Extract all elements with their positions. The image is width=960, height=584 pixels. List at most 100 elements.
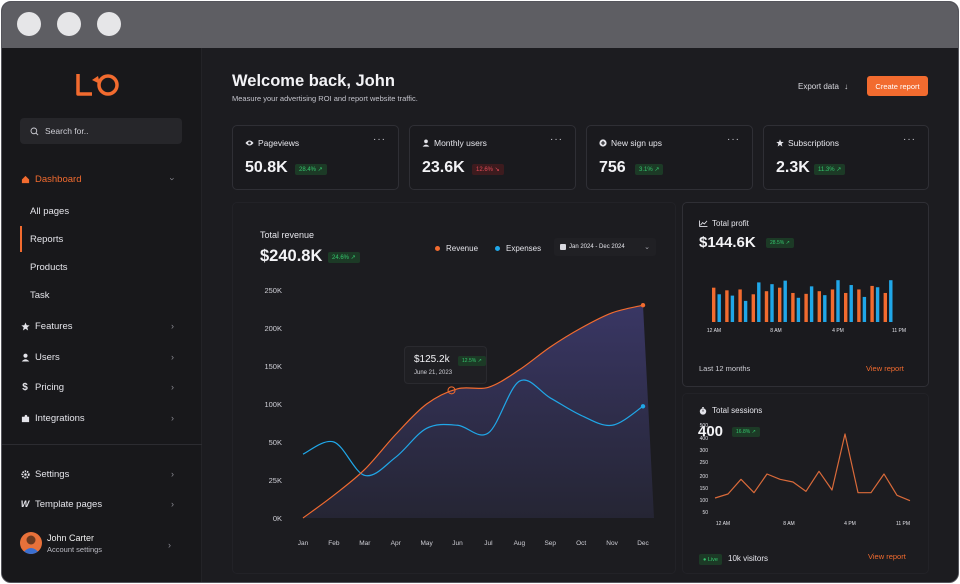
revenue-badge: 24.6% ↗ [328,252,360,263]
sidebar-item-settings[interactable]: Settings › [20,465,182,483]
revenue-value: $240.8K [260,247,323,265]
y-axis-tick-label: 250K [264,286,282,295]
date-range-label: Jan 2024 - Dec 2024 [569,244,625,250]
visitors-count: 10k visitors [728,554,769,563]
profit-bar-blue [809,286,814,322]
profit-bar-blue [862,296,867,322]
stat-label: Subscriptions [788,138,840,148]
x-axis-tick-label: May [420,540,433,547]
legend-label: Expenses [506,244,542,253]
hover-point [447,386,456,395]
page-subtitle: Measure your advertising ROI and report … [232,94,418,103]
sidebar-subitem-products[interactable]: Products [30,262,68,273]
avatar[interactable] [20,532,42,554]
stat-value: 2.3K [776,159,810,176]
revenue-title: Total revenue [260,230,315,240]
user-icon [20,352,30,362]
profit-bar-blue [875,287,880,322]
stat-card-pageviews: Pageviews ··· 50.8K 28.4% ↗ [232,125,399,190]
sessions-value: 400 [698,423,724,440]
date-range-picker[interactable]: Jan 2024 - Dec 2024 ⌄ [554,238,656,256]
profit-bar-orange [857,289,861,322]
stat-value: 756 [599,159,626,176]
stat-value: 23.6K [422,159,465,176]
profit-footer: Last 12 months [699,364,751,373]
sidebar-divider [2,444,202,445]
x-axis-tick-label: 12 AM [716,521,730,527]
profit-title: Total profit [712,219,749,228]
sidebar-subitem-task[interactable]: Task [30,290,50,301]
y-axis-tick-label: 100 [700,498,709,504]
y-axis-tick-label: 25K [269,476,282,485]
export-label: Export data [798,82,839,91]
sessions-line [714,433,911,502]
more-options-icon[interactable]: ··· [727,134,740,145]
profit-bar-orange [791,292,795,322]
profit-value: $144.6K [699,234,756,251]
trend-badge: 12.6% ↘ [472,164,504,175]
sidebar-item-integrations[interactable]: Integrations › [20,409,182,427]
more-options-icon[interactable]: ··· [373,134,386,145]
profit-bar-orange [804,293,808,322]
sidebar-item-pricing[interactable]: $ Pricing › [20,378,182,396]
expenses-end-point [640,404,646,409]
window-close-button[interactable] [17,12,41,36]
y-axis-tick-label: 250 [700,460,709,466]
revenue-area [303,305,654,518]
sidebar-item-dashboard[interactable]: Dashboard › [20,170,182,188]
y-axis-tick-label: 100K [264,400,282,409]
chevron-right-icon: › [171,321,174,331]
eye-icon [245,140,254,146]
download-arrow-icon: ↓ [844,82,849,91]
window-maximize-button[interactable] [97,12,121,36]
legend-swatch [435,246,440,251]
star-icon [776,139,784,147]
trend-badge: 11.3% ↗ [814,164,846,175]
x-axis-tick-label: Dec [637,540,649,547]
sidebar: Search for.. Dashboard › All pages Repor… [2,48,202,582]
profit-bar-blue [889,280,893,322]
chevron-down-icon: › [167,177,178,181]
profit-view-report-link[interactable]: View report [866,364,904,373]
more-options-icon[interactable]: ··· [903,134,916,145]
profit-bar-orange [764,291,769,322]
window-minimize-button[interactable] [57,12,81,36]
search-input[interactable]: Search for.. [20,118,182,144]
sessions-card [682,393,929,574]
x-axis-tick-label: 4 PM [832,328,844,334]
x-axis-tick-label: 11 PM [896,521,910,527]
account-settings-link[interactable]: Account settings [47,545,103,554]
sidebar-subitem-reports[interactable]: Reports [30,234,64,245]
x-axis-tick-label: 12 AM [707,328,721,334]
chevron-right-icon[interactable]: › [168,540,171,550]
sessions-title-row: Total sessions [699,406,762,415]
x-axis-tick-label: 8 AM [783,521,794,527]
create-report-button[interactable]: Create report [867,76,928,96]
y-axis-tick-label: 500 [700,423,709,429]
profit-bar-blue [717,294,721,322]
stat-label: Pageviews [258,138,300,148]
sidebar-item-features[interactable]: Features › [20,317,182,335]
profit-bar-orange [817,291,821,322]
more-options-icon[interactable]: ··· [550,134,563,145]
chart-tooltip: $125.2k 12.5% ↗ June 21, 2023 [404,346,487,384]
sessions-view-report-link[interactable]: View report [868,552,906,561]
live-badge: ● Live [699,554,722,565]
x-axis-tick-label: Jun [452,540,463,547]
active-indicator [20,226,22,252]
main-content: Welcome back, John Measure your advertis… [202,48,958,582]
sidebar-item-users[interactable]: Users › [20,348,182,366]
chevron-right-icon: › [171,469,174,479]
legend-revenue: Revenue [435,244,478,253]
profit-bar-blue [783,280,787,322]
sessions-title: Total sessions [712,406,763,415]
sidebar-item-template-pages[interactable]: W Template pages › [20,495,182,513]
home-icon [20,174,30,184]
stat-card-monthly-users: Monthly users ··· 23.6K 12.6% ↘ [409,125,576,190]
profit-badge: 28.5% ↗ [766,238,794,248]
x-axis-tick-label: 4 PM [844,521,856,527]
export-data-button[interactable]: Export data ↓ [798,82,848,91]
x-axis-tick-label: 8 AM [770,328,781,334]
sidebar-subitem-all-pages[interactable]: All pages [30,206,70,217]
